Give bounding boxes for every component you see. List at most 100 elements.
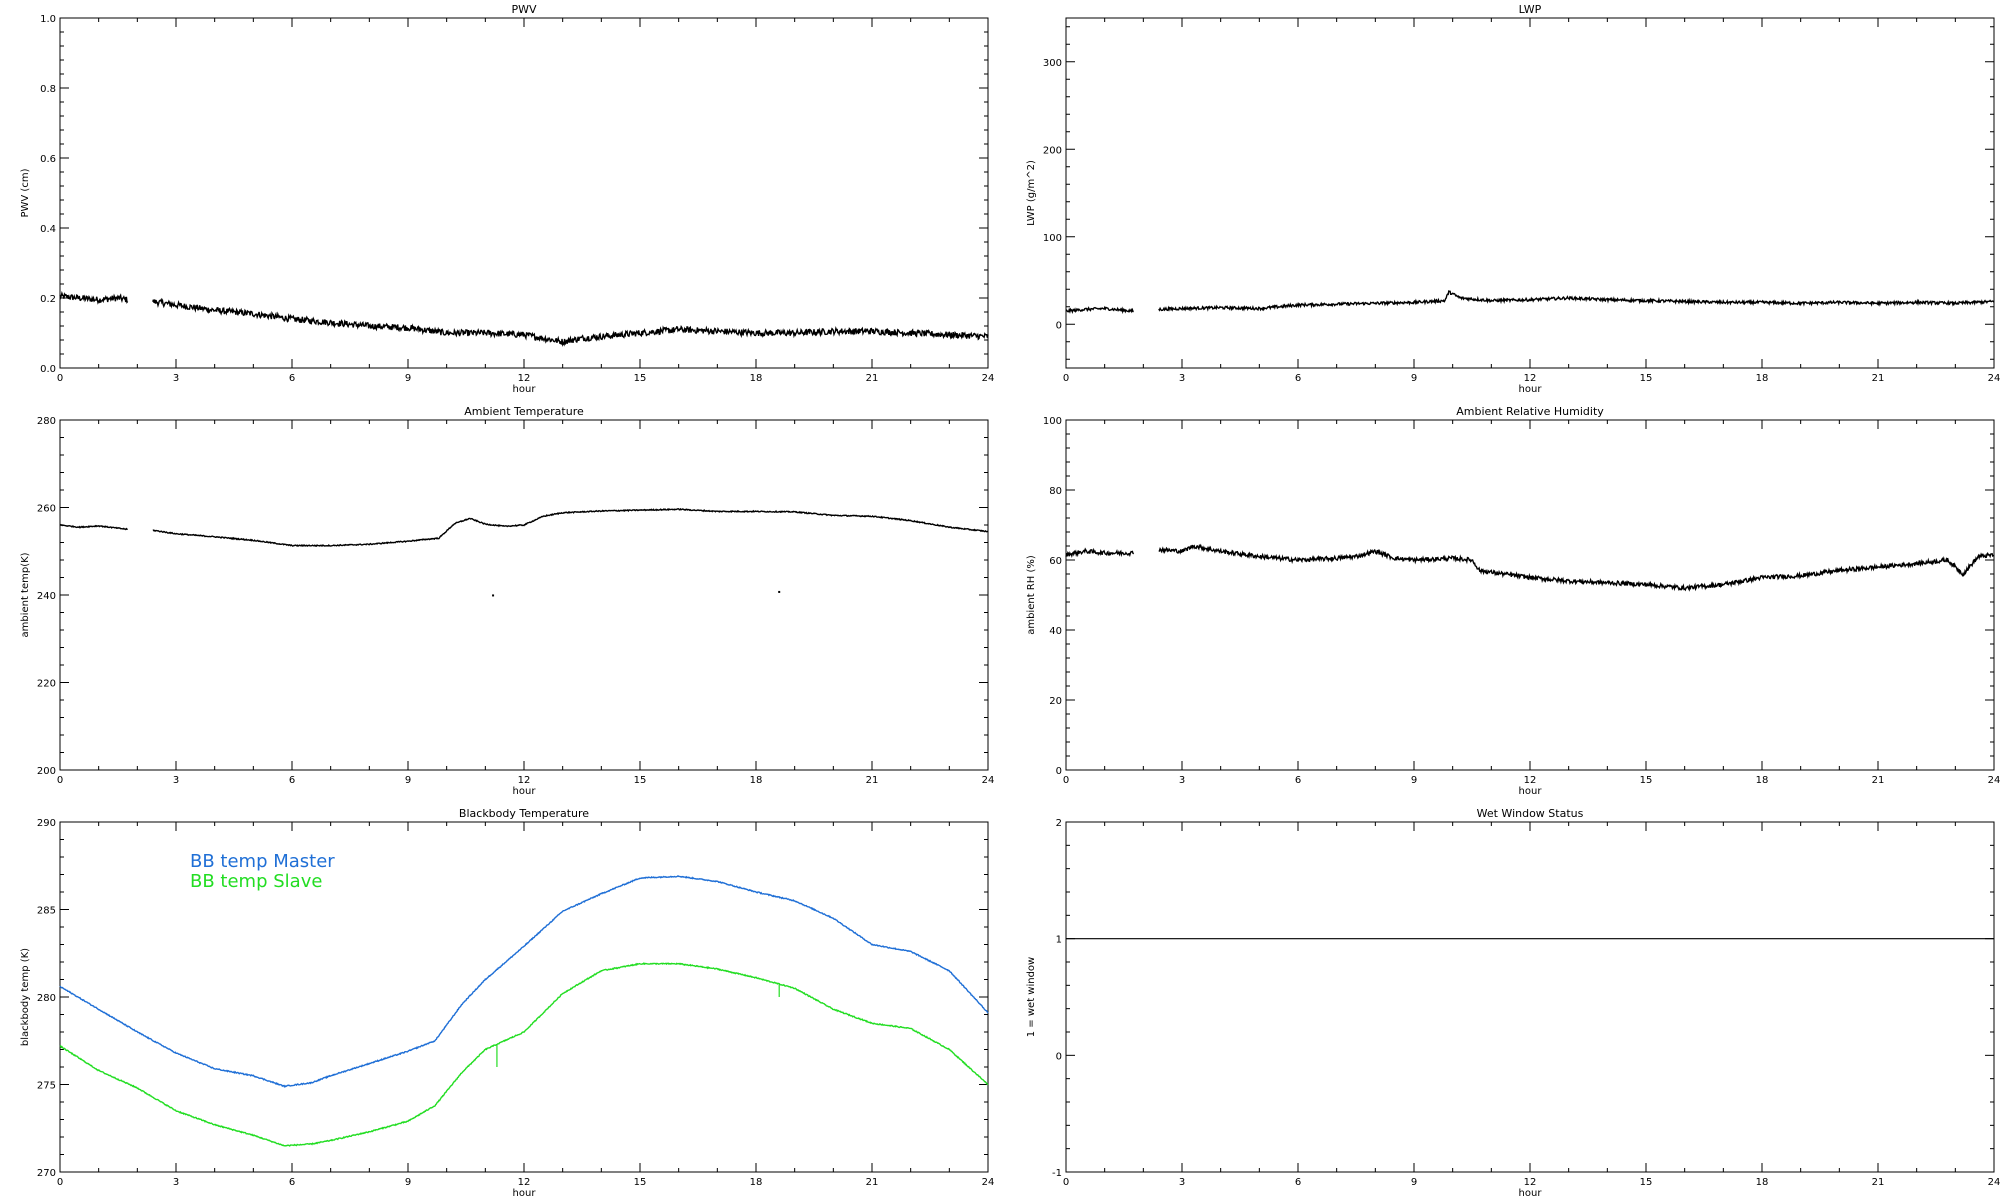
- x-axis-label: hour: [513, 384, 537, 395]
- series-lwp-0: [1065, 290, 1995, 315]
- y-tick-label: 285: [37, 906, 56, 917]
- series-line: [59, 523, 128, 531]
- x-tick-label: 6: [1295, 1177, 1301, 1188]
- y-tick-label: 2: [1056, 818, 1062, 829]
- x-tick-label: 9: [1411, 373, 1417, 384]
- x-axis-label: hour: [513, 1188, 537, 1199]
- x-tick-label: 12: [1524, 373, 1537, 384]
- plot-frame: [1065, 17, 1995, 369]
- x-axis-label: hour: [513, 786, 537, 797]
- y-axis-label: PWV (cm): [20, 168, 31, 217]
- x-tick-label: 0: [1063, 775, 1069, 786]
- legend-entry: BB temp Slave: [190, 871, 322, 892]
- x-tick-label: 15: [634, 373, 647, 384]
- x-tick-label: 18: [750, 775, 763, 786]
- y-tick-label: 0: [1056, 1051, 1062, 1062]
- x-tick-label: 12: [518, 775, 531, 786]
- chart-lwp: LWP 0 3 6 9 12 15 18 21 24 hour 0 100 200 300 LWP (g/m^…: [1026, 3, 2000, 395]
- y-tick-label: 280: [37, 993, 56, 1004]
- y-axis-label: ambient temp(K): [20, 552, 31, 637]
- x-tick-label: 12: [1524, 775, 1537, 786]
- x-tick-label: 24: [1988, 775, 2000, 786]
- x-tick-label: 0: [1063, 1177, 1069, 1188]
- chart-blackbody-temp: Blackbody Temperature 0 3 6 9 12 15 18 21 24 hour 2…: [20, 807, 994, 1199]
- x-tick-label: 9: [1411, 775, 1417, 786]
- x-tick-label: 3: [1179, 1177, 1185, 1188]
- x-tick-label: 15: [634, 1177, 647, 1188]
- y-axis-label: ambient RH (%): [1026, 555, 1037, 635]
- x-tick-label: 12: [518, 1177, 531, 1188]
- x-tick-label: 21: [866, 775, 879, 786]
- y-axis-label: blackbody temp (K): [20, 948, 31, 1046]
- series-blackbody-temp-0: [59, 875, 989, 1089]
- y-tick-label: 240: [37, 591, 56, 602]
- x-tick-label: 12: [518, 373, 531, 384]
- series-ambient-temp-0: [59, 507, 989, 547]
- x-tick-label: 0: [57, 775, 63, 786]
- chart-title: Wet Window Status: [1477, 807, 1584, 820]
- chart-title: PWV: [511, 3, 537, 16]
- y-tick-label: 0.6: [40, 154, 56, 165]
- y-tick-label: 280: [37, 416, 56, 427]
- y-tick-label: 100: [1043, 416, 1062, 427]
- x-tick-label: 12: [1524, 1177, 1537, 1188]
- x-tick-label: 9: [405, 373, 411, 384]
- y-tick-label: 40: [1049, 626, 1062, 637]
- x-tick-label: 21: [866, 373, 879, 384]
- x-tick-label: 24: [982, 775, 995, 786]
- data-point: [492, 594, 495, 597]
- series-line: [1065, 305, 1134, 315]
- x-tick-label: 18: [1756, 373, 1769, 384]
- series-line: [1158, 290, 1995, 312]
- x-tick-label: 9: [405, 1177, 411, 1188]
- chart-pwv: PWV 0 3 6 9 12 15 18 21 24 hour 0.0 0.2 0.4 0.6 0.8 1.0 P…: [20, 3, 994, 395]
- y-tick-label: 290: [37, 818, 56, 829]
- y-tick-label: 80: [1049, 486, 1062, 497]
- x-tick-label: 21: [1872, 775, 1885, 786]
- y-tick-label: 0.2: [40, 294, 56, 305]
- x-axis-label: hour: [1519, 384, 1543, 395]
- x-tick-label: 15: [634, 775, 647, 786]
- x-tick-label: 0: [1063, 373, 1069, 384]
- series-pwv-0: [59, 290, 989, 348]
- y-tick-label: 1.0: [40, 14, 56, 25]
- x-tick-label: 6: [1295, 373, 1301, 384]
- x-tick-label: 24: [1988, 373, 2000, 384]
- x-tick-label: 24: [1988, 1177, 2000, 1188]
- y-tick-label: 300: [1043, 58, 1062, 69]
- series-line: [59, 875, 989, 1089]
- chart-title: Blackbody Temperature: [459, 807, 589, 820]
- y-tick-label: 220: [37, 679, 56, 690]
- chart-title: Ambient Relative Humidity: [1456, 405, 1604, 418]
- y-tick-label: 270: [37, 1168, 56, 1179]
- x-tick-label: 18: [750, 1177, 763, 1188]
- y-tick-label: 0: [1056, 320, 1062, 331]
- x-tick-label: 21: [1872, 1177, 1885, 1188]
- y-tick-label: 260: [37, 504, 56, 515]
- chart-title: Ambient Temperature: [464, 405, 584, 418]
- x-axis-label: hour: [1519, 786, 1543, 797]
- series-ambient-rh-0: [1065, 543, 1995, 592]
- x-tick-label: 3: [173, 775, 179, 786]
- series-line: [1158, 543, 1995, 592]
- y-tick-label: 0.4: [40, 224, 56, 235]
- y-tick-label: 20: [1049, 696, 1062, 707]
- y-tick-label: 0.8: [40, 84, 56, 95]
- y-tick-label: 0: [1056, 766, 1062, 777]
- series-line: [152, 507, 989, 547]
- y-tick-label: 1: [1056, 935, 1062, 946]
- x-tick-label: 6: [289, 1177, 295, 1188]
- chart-ambient-rh: Ambient Relative Humidity 0 3 6 9 12 15 18 21 24 h…: [1026, 405, 2000, 797]
- x-tick-label: 18: [750, 373, 763, 384]
- x-tick-label: 9: [405, 775, 411, 786]
- x-tick-label: 3: [173, 373, 179, 384]
- plot-frame: [59, 17, 989, 369]
- x-tick-label: 21: [1872, 373, 1885, 384]
- y-axis-label: LWP (g/m^2): [1026, 160, 1037, 226]
- legend-entry: BB temp Master: [190, 851, 335, 872]
- x-tick-label: 6: [1295, 775, 1301, 786]
- x-tick-label: 24: [982, 1177, 995, 1188]
- series-line: [59, 290, 129, 305]
- x-tick-label: 6: [289, 373, 295, 384]
